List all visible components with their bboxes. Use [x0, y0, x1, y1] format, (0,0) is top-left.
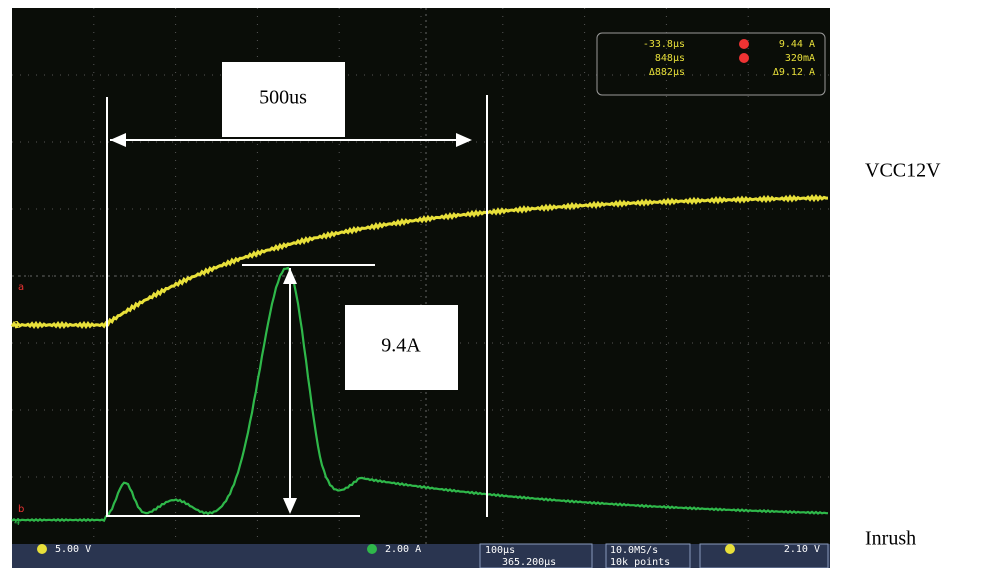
peak-current-label: 9.4A [381, 335, 421, 357]
ch1-marker: 1 [14, 320, 20, 331]
trigger-icon [725, 544, 735, 554]
marker-b: b [18, 504, 24, 515]
ch4-icon [367, 544, 377, 554]
cursor-a-icon [739, 39, 749, 49]
cursor-b-time: 848µs [655, 53, 685, 64]
voltage-trace-label: VCC12V [865, 160, 941, 182]
marker-a: a [18, 282, 24, 293]
cursor-a-value: 9.44 A [779, 39, 815, 50]
cursor-a-time: -33.8µs [643, 39, 685, 50]
ch1-scale: 5.00 V [55, 544, 91, 555]
delta-time: Δ882µs [649, 67, 685, 78]
current-trace-label: Inrush [865, 528, 916, 550]
trigger-position: 365.200µs [502, 557, 556, 568]
delta-value: Δ9.12 A [773, 67, 815, 78]
cursor-b-value: 320mA [785, 53, 815, 64]
sample-rate: 10.0MS/s [610, 545, 658, 556]
trigger-level: 2.10 V [784, 544, 820, 555]
time-span-label: 500us [259, 87, 307, 109]
ch1-icon [37, 544, 47, 554]
timebase: 100µs [485, 545, 515, 556]
ch4-scale: 2.00 A [385, 544, 421, 555]
scope-screenshot: a b 1 4 -33.8µs 9.44 A 848µs 320mA Δ882µ… [0, 0, 984, 568]
record-length: 10k points [610, 557, 670, 568]
ch4-marker: 4 [14, 517, 20, 528]
cursor-b-icon [739, 53, 749, 63]
